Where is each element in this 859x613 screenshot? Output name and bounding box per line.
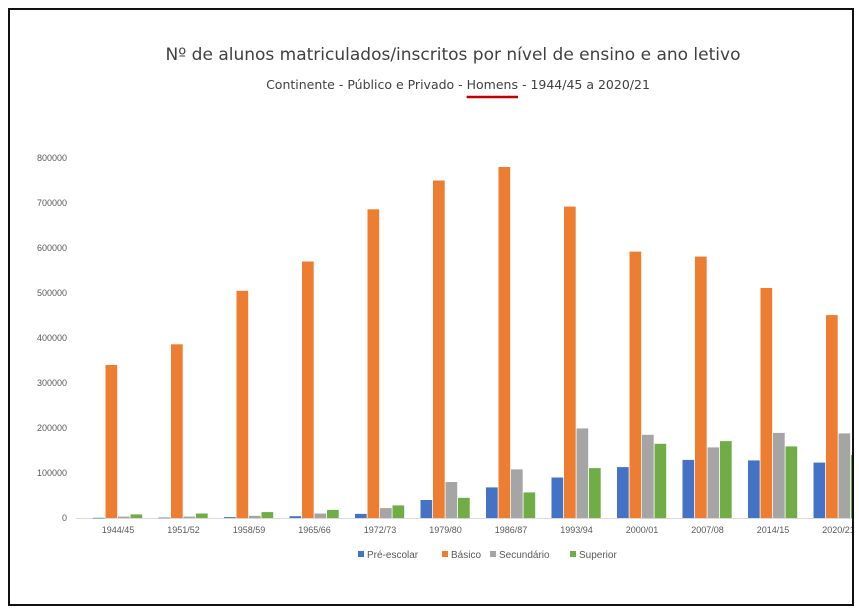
x-tick-label: 1958/59 [233, 525, 266, 535]
x-tick-label: 1993/94 [560, 525, 593, 535]
chart-title: Nº de alunos matriculados/inscritos por … [166, 45, 741, 65]
bar-secund-rio-1958-59 [249, 515, 261, 519]
bar-secund-rio-2014-15 [773, 432, 785, 518]
bar-b-sico-1944-45 [105, 365, 118, 518]
bar-pr-escolar-1944-45 [93, 517, 105, 519]
legend-swatch [490, 551, 496, 557]
y-tick-label: 0 [62, 513, 67, 523]
y-axis-tick-labels: 0 100000 200000 300000 400000 500000 600000 700… [37, 153, 67, 523]
bar-secund-rio-1965-66 [314, 513, 327, 518]
y-tick-label: 400000 [37, 333, 67, 343]
bar-secund-rio-2020-21 [838, 433, 851, 518]
chart-subtitle: Continente - Público e Privado - Homens … [266, 77, 650, 92]
legend-swatch [358, 551, 364, 557]
x-tick-label: 1979/80 [429, 525, 462, 535]
bar-secund-rio-1979-80 [445, 482, 458, 518]
bar-secund-rio-1944-45 [118, 516, 130, 518]
bar-b-sico-1965-66 [302, 261, 314, 518]
bar-pr-escolar-2014-15 [748, 460, 760, 518]
x-axis-tick-labels: 1944/45 1951/52 1958/59 1965/66 1972/73 1979/… [102, 525, 852, 535]
y-tick-label: 300000 [37, 378, 67, 388]
bar-secund-rio-1951-52 [183, 516, 196, 518]
bar-superior-1958-59 [261, 512, 274, 518]
bar-pr-escolar-1986-87 [486, 487, 498, 518]
bar-b-sico-1979-80 [433, 180, 445, 518]
y-tick-label: 600000 [37, 243, 67, 253]
bars-group [93, 167, 852, 519]
x-tick-label: 1986/87 [495, 525, 528, 535]
bar-superior-2000-01 [654, 443, 667, 519]
y-tick-label: 200000 [37, 423, 67, 433]
y-tick-label: 500000 [37, 288, 67, 298]
legend-label: Básico [451, 550, 481, 561]
x-tick-label: 1951/52 [167, 525, 200, 535]
bar-b-sico-2007-08 [695, 256, 707, 518]
bar-pr-escolar-2007-08 [682, 459, 695, 518]
bar-b-sico-1972-73 [367, 209, 380, 519]
bar-superior-2014-15 [785, 446, 798, 518]
x-tick-label: 2000/01 [626, 525, 659, 535]
x-tick-label: 1965/66 [298, 525, 331, 535]
bar-superior-1965-66 [327, 509, 339, 518]
bar-pr-escolar-1979-80 [420, 500, 433, 518]
bar-secund-rio-1986-87 [511, 469, 523, 518]
legend: Pré-escolar Básico Secundário Superior [358, 550, 617, 561]
bar-superior-1993-94 [589, 468, 601, 518]
bar-pr-escolar-1958-59 [224, 517, 236, 518]
bar-superior-1951-52 [196, 513, 208, 518]
bar-pr-escolar-1972-73 [355, 513, 367, 518]
bar-b-sico-2014-15 [760, 288, 773, 518]
bar-superior-1986-87 [523, 492, 536, 518]
x-tick-label: 2014/15 [757, 525, 790, 535]
x-tick-label: 1944/45 [102, 525, 135, 535]
legend-label: Pré-escolar [367, 550, 419, 561]
bar-superior-2007-08 [720, 441, 732, 518]
chart-frame: Nº de alunos matriculados/inscritos por … [8, 8, 854, 606]
legend-swatch [442, 551, 448, 557]
bar-b-sico-2020-21 [826, 315, 838, 518]
bar-pr-escolar-2020-21 [813, 462, 826, 518]
bar-b-sico-2000-01 [629, 251, 642, 518]
bar-secund-rio-1993-94 [576, 428, 589, 518]
bar-pr-escolar-1951-52 [158, 517, 171, 519]
y-tick-label: 100000 [37, 468, 67, 478]
y-tick-label: 700000 [37, 198, 67, 208]
bar-chart: Nº de alunos matriculados/inscritos por … [37, 45, 852, 561]
bar-secund-rio-2007-08 [707, 447, 720, 518]
x-tick-label: 1972/73 [364, 525, 397, 535]
bar-secund-rio-1972-73 [380, 508, 392, 518]
x-tick-label: 2020/21 [822, 525, 852, 535]
bar-pr-escolar-1965-66 [289, 516, 302, 518]
legend-label: Secundário [499, 550, 550, 561]
bar-pr-escolar-1993-94 [551, 477, 564, 518]
bar-b-sico-1993-94 [564, 206, 576, 518]
bar-pr-escolar-2000-01 [617, 467, 629, 518]
bar-b-sico-1986-87 [498, 167, 511, 518]
x-tick-label: 2007/08 [691, 525, 724, 535]
legend-swatch [570, 551, 576, 557]
bar-b-sico-1958-59 [236, 290, 249, 519]
bar-superior-1979-80 [458, 497, 470, 519]
bar-superior-1972-73 [392, 505, 405, 518]
bar-superior-2020-21 [851, 455, 852, 518]
bar-secund-rio-2000-01 [642, 434, 654, 519]
chart-title-group: Nº de alunos matriculados/inscritos por … [166, 45, 741, 99]
y-tick-label: 800000 [37, 153, 67, 163]
bar-superior-1944-45 [130, 514, 143, 518]
legend-label: Superior [579, 550, 617, 561]
bar-b-sico-1951-52 [171, 344, 183, 518]
